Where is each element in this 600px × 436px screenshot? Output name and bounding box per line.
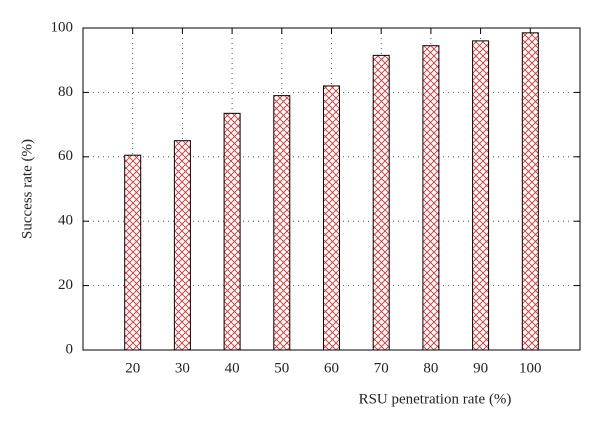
plot-frame xyxy=(82,27,581,351)
x-tick-label: 30 xyxy=(175,360,190,376)
y-tick-label: 100 xyxy=(51,19,74,35)
bar xyxy=(124,154,142,351)
y-tick-label: 80 xyxy=(58,84,73,100)
y-tick-label: 60 xyxy=(58,148,73,164)
bar xyxy=(422,45,440,351)
x-tick-label: 80 xyxy=(423,360,438,376)
x-tick-label: 40 xyxy=(225,360,240,376)
x-tick-label: 60 xyxy=(324,360,339,376)
bar xyxy=(273,95,291,351)
y-tick-label: 20 xyxy=(58,277,73,293)
bar xyxy=(472,40,490,351)
bar xyxy=(323,85,340,351)
bar xyxy=(223,112,241,351)
x-tick-label: 70 xyxy=(374,360,389,376)
y-tick-label: 0 xyxy=(66,341,74,357)
bar xyxy=(173,140,191,351)
x-tick-label: 50 xyxy=(274,360,289,376)
bar xyxy=(521,32,539,351)
x-axis-label: RSU penetration rate (%) xyxy=(359,391,512,407)
y-axis-label: Success rate (%) xyxy=(19,139,35,239)
x-tick-label: 100 xyxy=(519,360,542,376)
bar xyxy=(372,54,390,351)
x-tick-label: 90 xyxy=(473,360,488,376)
x-tick-label: 20 xyxy=(125,360,140,376)
y-tick-label: 40 xyxy=(58,213,73,229)
